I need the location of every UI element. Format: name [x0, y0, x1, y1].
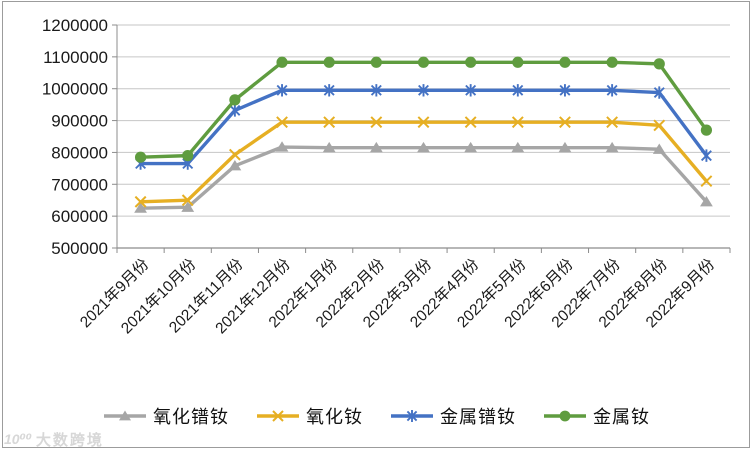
series-line-氧化镨钕 — [138, 145, 709, 210]
triangle-marker — [605, 141, 619, 153]
asterisk-marker — [465, 84, 477, 97]
y-axis-label: 1200000 — [42, 16, 108, 35]
x-marker — [606, 116, 619, 129]
legend-label: 氧化钕 — [306, 407, 363, 427]
circle-marker — [559, 56, 571, 68]
asterisk-marker — [559, 84, 571, 97]
y-axis-label: 500000 — [51, 239, 108, 258]
circle-marker — [229, 94, 241, 106]
triangle-marker — [322, 141, 336, 153]
asterisk-marker — [512, 84, 524, 97]
x-marker — [276, 116, 288, 129]
legend-swatch-x-icon — [257, 410, 299, 422]
x-marker — [559, 116, 571, 129]
y-axis-label: 600000 — [51, 207, 108, 226]
circle-marker — [700, 124, 713, 136]
y-axis-label: 700000 — [51, 175, 108, 194]
legend-label: 金属钕 — [593, 407, 650, 427]
asterisk-marker — [276, 84, 288, 97]
legend-item-金属钕: 金属钕 — [543, 403, 650, 429]
circle-marker — [134, 151, 147, 163]
y-axis-label: 1000000 — [42, 80, 108, 99]
x-marker — [181, 194, 194, 207]
x-marker — [228, 148, 241, 161]
watermark-logo-icon: 10⁰⁰ — [4, 431, 32, 447]
circle-marker — [606, 56, 618, 68]
legend-marker — [272, 410, 284, 422]
circle-marker — [370, 56, 382, 68]
legend-label: 金属镨钕 — [440, 407, 516, 427]
x-marker — [511, 116, 524, 129]
circle-marker — [417, 56, 430, 68]
chart-legend: 氧化镨钕 氧化钕 金属镨钕 金属钕 — [0, 401, 753, 431]
circle-marker — [276, 56, 288, 68]
triangle-marker — [275, 141, 289, 152]
legend-marker — [406, 410, 418, 422]
legend-swatch-asterisk-icon — [391, 410, 433, 422]
asterisk-marker — [370, 84, 382, 97]
x-marker — [323, 116, 336, 129]
y-axis-label: 800000 — [51, 143, 108, 162]
x-marker — [653, 119, 666, 132]
watermark: 10⁰⁰ 大数跨境 — [4, 429, 104, 450]
triangle-marker — [134, 202, 147, 213]
x-marker — [370, 116, 383, 129]
legend-item-氧化镨钕: 氧化镨钕 — [103, 403, 229, 429]
triangle-marker — [558, 141, 572, 153]
asterisk-marker — [700, 149, 712, 162]
triangle-marker — [417, 141, 430, 153]
circle-marker — [512, 56, 524, 68]
legend-swatch-circle-icon — [544, 410, 586, 422]
triangle-marker — [511, 141, 525, 153]
triangle-marker — [228, 160, 242, 171]
circle-marker — [323, 56, 335, 68]
asterisk-marker — [606, 84, 618, 97]
triangle-marker — [181, 201, 195, 212]
legend-item-氧化钕: 氧化钕 — [256, 403, 363, 429]
x-marker — [134, 195, 147, 208]
x-marker — [464, 116, 477, 129]
watermark-text: 大数跨境 — [35, 432, 104, 449]
circle-marker — [465, 56, 477, 68]
legend-marker — [119, 410, 131, 421]
triangle-marker — [464, 141, 478, 153]
asterisk-marker — [323, 84, 335, 97]
x-marker — [417, 116, 430, 129]
circle-marker — [653, 58, 665, 70]
legend-item-金属镨钕: 金属镨钕 — [390, 403, 516, 429]
triangle-marker — [652, 143, 666, 154]
triangle-marker — [700, 196, 713, 207]
triangle-marker — [369, 141, 383, 153]
asterisk-marker — [229, 104, 241, 117]
asterisk-marker — [418, 84, 429, 97]
series-line-氧化钕 — [138, 120, 709, 204]
y-axis-label: 900000 — [51, 112, 108, 131]
legend-marker — [559, 410, 571, 422]
x-marker — [700, 175, 713, 188]
legend-swatch-triangle-icon — [104, 410, 146, 421]
asterisk-marker — [653, 86, 665, 99]
circle-marker — [182, 150, 194, 162]
y-axis-label: 1100000 — [43, 48, 108, 67]
legend-label: 氧化镨钕 — [153, 407, 229, 427]
